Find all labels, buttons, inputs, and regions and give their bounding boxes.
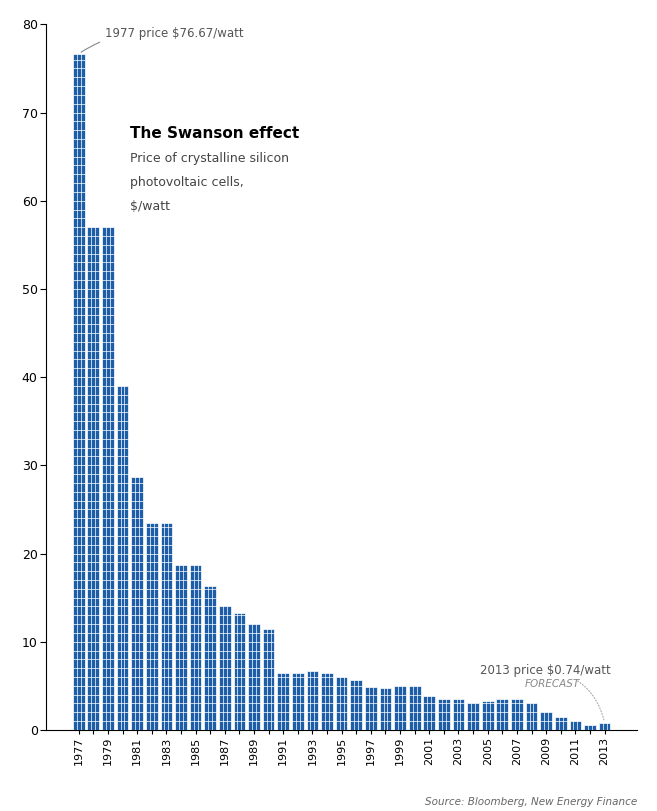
Bar: [526, 703, 537, 730]
Bar: [394, 686, 406, 730]
Text: Source: Bloomberg, New Energy Finance: Source: Bloomberg, New Energy Finance: [425, 797, 637, 807]
Bar: [350, 680, 362, 730]
Text: Price of crystalline silicon: Price of crystalline silicon: [130, 152, 289, 165]
Text: FORECAST: FORECAST: [524, 679, 579, 689]
Bar: [424, 697, 435, 730]
Bar: [599, 723, 610, 730]
Bar: [277, 673, 289, 730]
Bar: [146, 522, 158, 730]
Bar: [453, 699, 464, 730]
Bar: [482, 701, 493, 730]
Bar: [131, 477, 143, 730]
Bar: [438, 698, 450, 730]
Text: photovoltaic cells,: photovoltaic cells,: [130, 176, 244, 189]
Bar: [570, 721, 581, 730]
Bar: [160, 522, 172, 730]
Bar: [175, 565, 187, 730]
Bar: [263, 629, 275, 730]
Bar: [102, 227, 114, 730]
Bar: [365, 687, 376, 730]
Text: $/watt: $/watt: [130, 200, 170, 212]
Text: 1977 price $76.67/watt: 1977 price $76.67/watt: [81, 28, 244, 52]
Bar: [555, 717, 566, 730]
Bar: [219, 607, 231, 730]
Bar: [204, 586, 216, 730]
Bar: [497, 699, 508, 730]
Bar: [321, 673, 333, 730]
Bar: [117, 386, 128, 730]
Bar: [336, 677, 348, 730]
Text: 2013 price $0.74/watt: 2013 price $0.74/watt: [480, 663, 611, 720]
Bar: [584, 726, 596, 730]
Bar: [307, 671, 318, 730]
Bar: [540, 712, 552, 730]
Bar: [409, 686, 420, 730]
Bar: [380, 688, 392, 730]
Bar: [292, 672, 304, 730]
Bar: [73, 54, 85, 730]
Bar: [87, 227, 99, 730]
Text: The Swanson effect: The Swanson effect: [130, 126, 299, 141]
Bar: [511, 699, 523, 730]
Bar: [467, 703, 479, 730]
Bar: [190, 565, 202, 730]
Bar: [248, 624, 260, 730]
Bar: [233, 613, 245, 730]
